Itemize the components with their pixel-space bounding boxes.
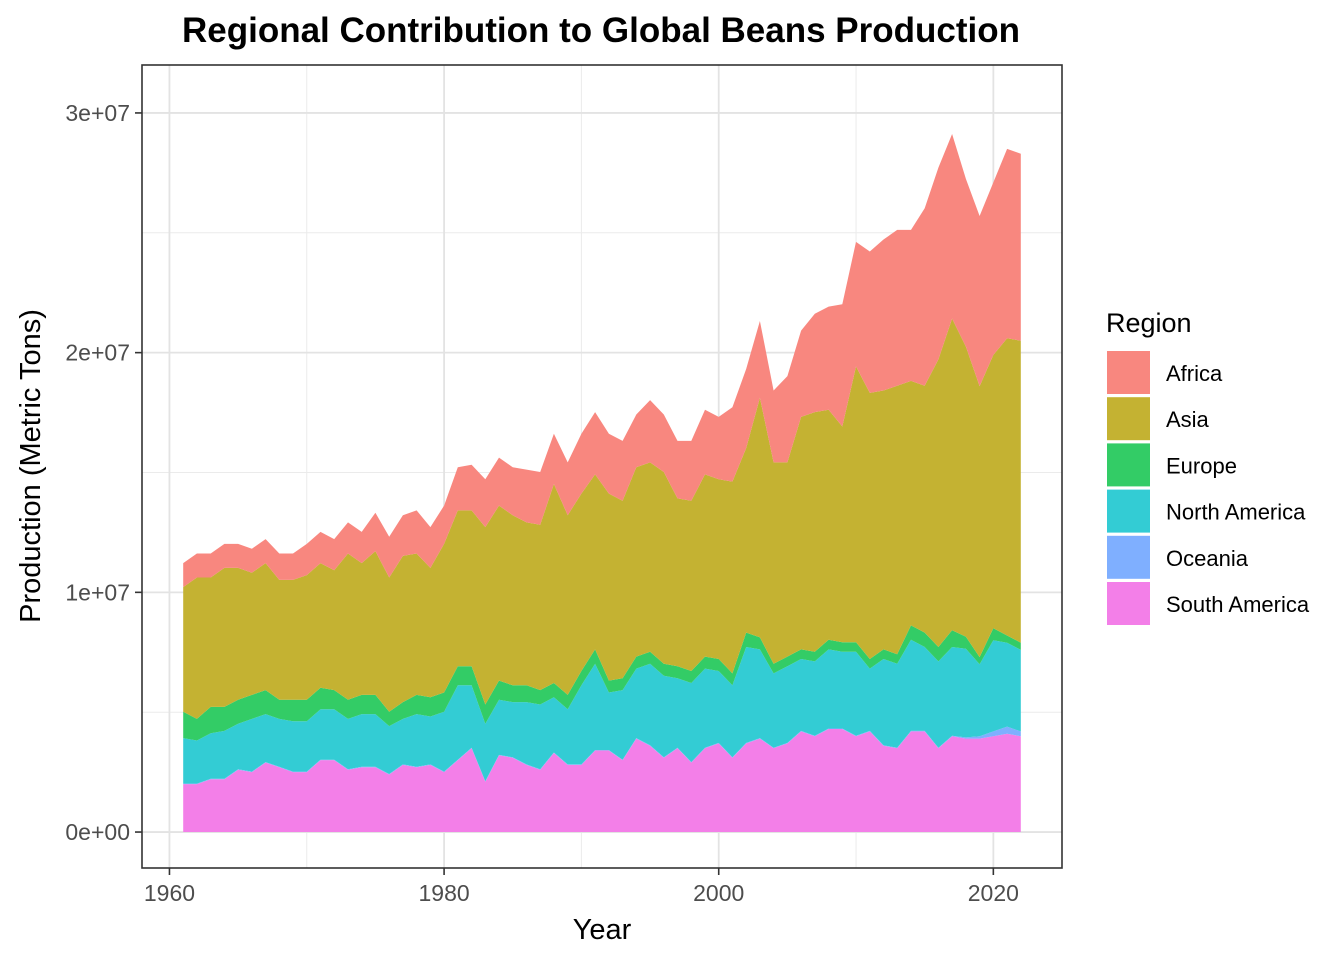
legend-label-north-america: North America <box>1166 500 1306 525</box>
x-tick-label: 1980 <box>419 880 470 906</box>
y-axis-label: Production (Metric Tons) <box>15 309 47 623</box>
legend-title: Region <box>1106 308 1192 338</box>
area-europe <box>183 625 1021 741</box>
y-tick-label: 1e+07 <box>65 579 130 605</box>
chart-title: Regional Contribution to Global Beans Pr… <box>182 11 1020 50</box>
area-series <box>183 134 1021 832</box>
area-north-america <box>183 639 1021 784</box>
y-tick-label: 0e+00 <box>65 819 130 845</box>
area-asia <box>183 318 1021 719</box>
x-tick-label: 2020 <box>968 880 1019 906</box>
legend-key-asia <box>1107 397 1150 441</box>
legend-key-africa <box>1107 351 1150 394</box>
legend-label-oceania: Oceania <box>1166 546 1249 571</box>
legend-label-south-america: South America <box>1166 592 1310 617</box>
legend-key-oceania <box>1107 535 1150 579</box>
x-axis-label: Year <box>573 914 632 946</box>
legend: Region Africa Asia Europe North America Ocea… <box>1106 308 1310 625</box>
legend-items: Africa Asia Europe North America Oceania Sout… <box>1107 351 1310 625</box>
area-south-america <box>183 729 1021 832</box>
x-axis: 1960 1980 2000 2020 <box>144 868 1019 906</box>
x-tick-label: 1960 <box>144 880 195 906</box>
legend-label-asia: Asia <box>1166 407 1210 432</box>
legend-key-south-america <box>1107 582 1150 625</box>
legend-label-europe: Europe <box>1166 453 1237 478</box>
y-tick-label: 2e+07 <box>65 340 130 366</box>
legend-key-north-america <box>1107 489 1150 533</box>
y-tick-label: 3e+07 <box>65 100 130 126</box>
legend-key-europe <box>1107 443 1150 487</box>
plot-border <box>141 64 1063 869</box>
x-tick-label: 2000 <box>693 880 744 906</box>
y-axis: 0e+00 1e+07 2e+07 3e+07 <box>65 100 142 845</box>
legend-label-africa: Africa <box>1166 361 1223 386</box>
area-africa <box>183 134 1021 588</box>
